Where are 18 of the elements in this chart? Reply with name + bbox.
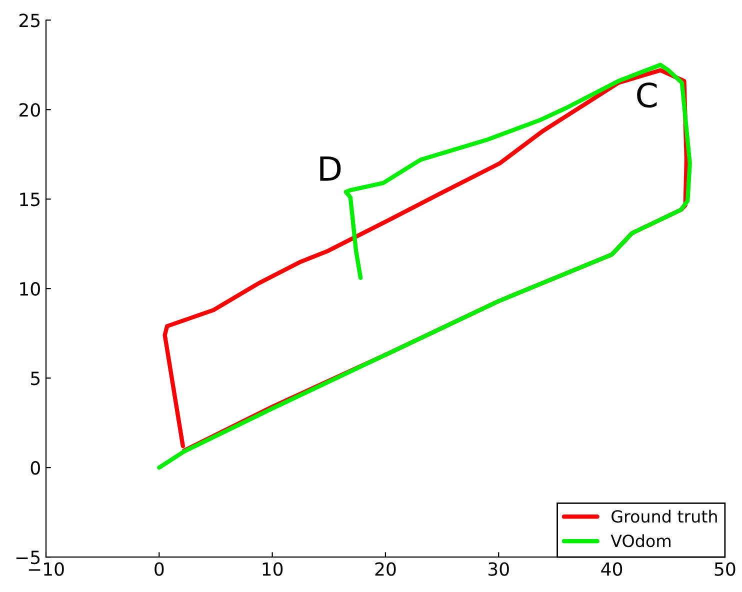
x-tick-label: 50 [714, 562, 736, 576]
x-tick-label: 40 [601, 562, 622, 576]
annotation: C [637, 82, 657, 108]
y-tick-label: 5 [31, 372, 40, 386]
x-tick-label: 0 [154, 562, 164, 576]
x-tick-label: 20 [375, 562, 396, 576]
x-tick-label: −10 [28, 562, 64, 576]
legend-label: VOdom [610, 534, 670, 548]
annotation: D [320, 156, 341, 181]
y-tick-label: 25 [19, 14, 40, 28]
x-tick-label: 10 [262, 562, 283, 576]
y-tick-label: −5 [16, 550, 40, 564]
x-tick-label: 30 [488, 562, 509, 576]
y-tick-label: 20 [19, 103, 40, 117]
y-tick-label: 15 [20, 192, 40, 206]
legend-label: Ground truth [612, 510, 717, 523]
y-tick-label: 0 [30, 461, 40, 475]
y-tick-label: 10 [20, 282, 40, 296]
